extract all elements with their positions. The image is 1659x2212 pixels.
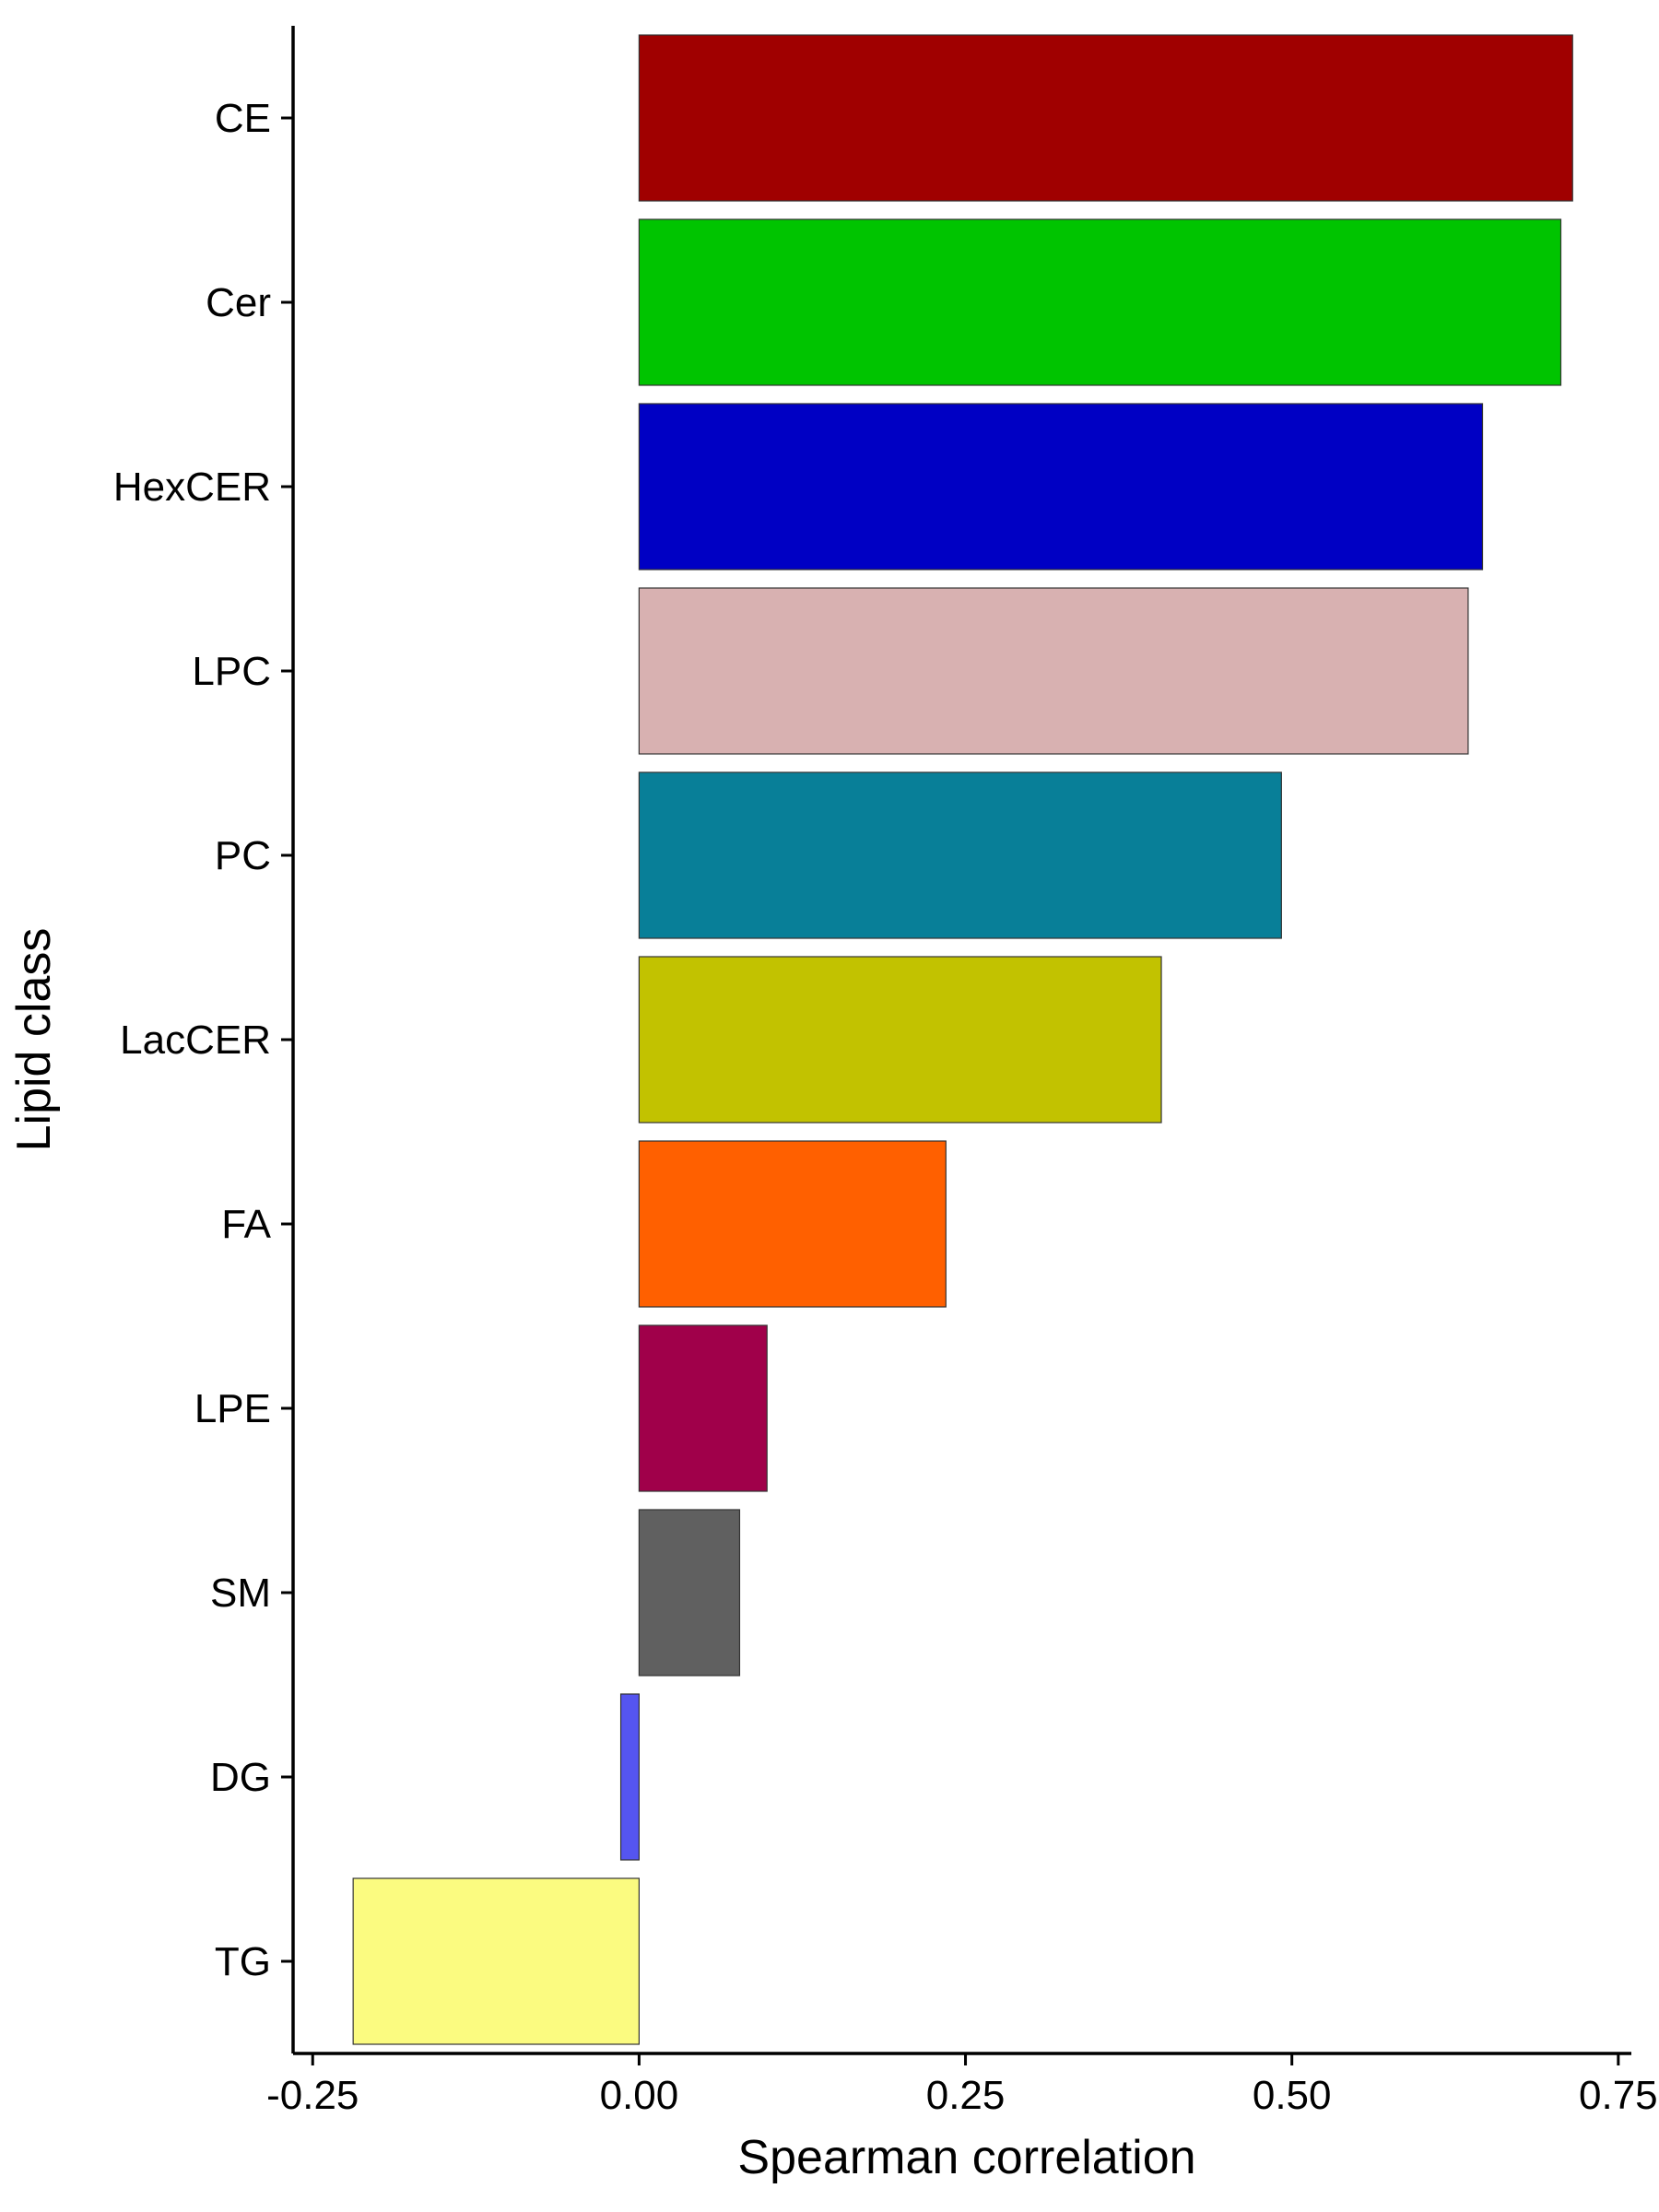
y-tick-label: DG [210, 1755, 271, 1800]
y-tick-label: PC [215, 833, 271, 878]
x-tick-label: 0.25 [926, 2073, 1006, 2118]
bar-lpc [638, 587, 1469, 755]
x-tick-label: -0.25 [266, 2073, 359, 2118]
bar-dg [619, 1693, 640, 1861]
bar-ce [638, 34, 1573, 202]
y-tick-label: Cer [206, 280, 271, 325]
x-tick-label: 0.00 [600, 2073, 679, 2118]
bar-fa [638, 1140, 947, 1308]
bar-pc [638, 771, 1282, 939]
y-tick-label: CE [215, 96, 271, 141]
y-tick-label: FA [221, 1202, 271, 1247]
x-tick-label: 0.50 [1253, 2073, 1332, 2118]
bar-cer [638, 218, 1562, 386]
bars-group [352, 34, 1573, 2045]
y-tick-label: LacCER [120, 1018, 271, 1063]
bar-sm [638, 1509, 741, 1677]
y-tick-label: LPE [194, 1386, 271, 1431]
y-tick-label: LPC [192, 649, 271, 694]
y-tick-label: TG [215, 1939, 271, 1984]
y-tick-label: HexCER [113, 465, 271, 510]
bar-lpe [638, 1324, 768, 1492]
x-axis-title: Spearman correlation [737, 2131, 1195, 2184]
bar-laccer [638, 956, 1162, 1124]
y-axis-title: Lipid class [7, 928, 61, 1152]
y-tick-label: SM [210, 1571, 271, 1616]
bar-tg [352, 1877, 640, 2045]
y-ticks-group: CE Cer HexCER LPC PC LacCER FA LPE SM DG TG [113, 96, 293, 1984]
bar-hexcer [638, 403, 1484, 571]
x-ticks-group: -0.25 0.00 0.25 0.50 0.75 [266, 2053, 1658, 2118]
x-tick-label: 0.75 [1579, 2073, 1658, 2118]
